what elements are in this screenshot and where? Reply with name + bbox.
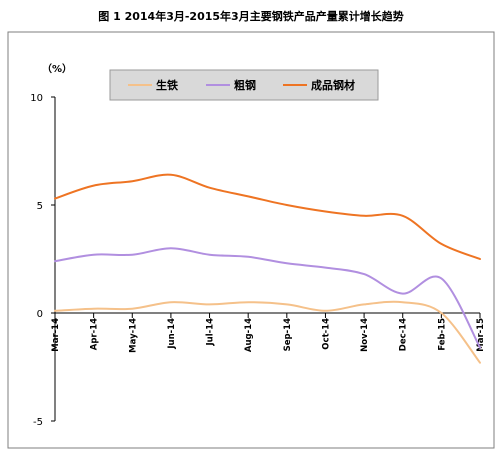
x-tick-label: Sep-14 bbox=[283, 318, 293, 351]
x-tick-label: Mar-14 bbox=[51, 318, 61, 352]
series-line-0 bbox=[54, 300, 481, 364]
x-tick-label: Jul-14 bbox=[206, 318, 216, 347]
legend-label-2: 成品钢材 bbox=[311, 78, 355, 92]
legend-label-1: 粗钢 bbox=[234, 78, 256, 92]
series-line-1 bbox=[54, 247, 481, 349]
x-tick-label: Mar-15 bbox=[476, 318, 486, 352]
x-tick-label: Feb-15 bbox=[437, 318, 447, 351]
x-tick-label: Dec-14 bbox=[399, 318, 409, 351]
x-axis-ticks: Mar-14 Apr-14 May-14 Jun-14 Jul-14 Aug-14 Sep-… bbox=[51, 313, 486, 353]
x-tick-label: Oct-14 bbox=[321, 318, 331, 350]
y-tick-label: -5 bbox=[33, 417, 43, 428]
chart-title: 图 1 2014年3月-2015年3月主要钢铁产品产量累计增长趋势 bbox=[98, 10, 404, 23]
y-tick-label: 10 bbox=[30, 93, 43, 104]
legend: 生铁 粗钢 成品钢材 bbox=[109, 69, 379, 101]
y-axis-ticks: -5 0 5 10 bbox=[30, 93, 55, 428]
x-tick-label: Aug-14 bbox=[244, 318, 254, 352]
chart-frame bbox=[7, 31, 495, 449]
series-lines bbox=[54, 173, 481, 364]
legend-box bbox=[109, 69, 379, 101]
x-tick-label: Nov-14 bbox=[360, 318, 370, 352]
y-tick-label: 5 bbox=[37, 201, 43, 212]
y-tick-label: 0 bbox=[37, 309, 43, 320]
unit-label: （%） bbox=[42, 62, 72, 75]
x-tick-label: May-14 bbox=[128, 318, 138, 353]
x-tick-label: Apr-14 bbox=[90, 318, 100, 350]
legend-label-0: 生铁 bbox=[156, 78, 178, 92]
series-line-2 bbox=[54, 173, 481, 260]
x-tick-label: Jun-14 bbox=[167, 318, 177, 350]
